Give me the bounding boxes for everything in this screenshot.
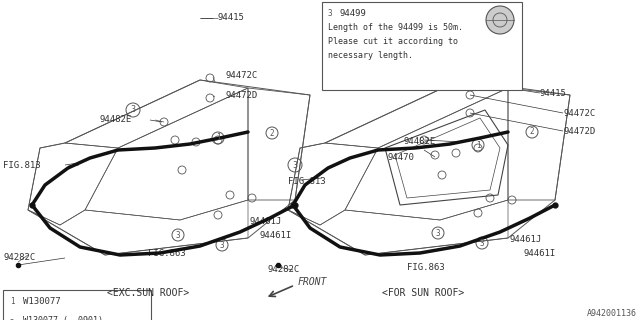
Text: 1: 1 bbox=[476, 140, 480, 149]
Text: 3: 3 bbox=[292, 161, 298, 170]
Text: FIG.813: FIG.813 bbox=[288, 178, 326, 187]
Text: 94415: 94415 bbox=[540, 89, 567, 98]
Bar bbox=[322, 2, 522, 90]
Text: FIG.863: FIG.863 bbox=[148, 249, 186, 258]
Text: W130077 ( -0901): W130077 ( -0901) bbox=[23, 316, 103, 320]
Text: 3: 3 bbox=[176, 230, 180, 239]
Circle shape bbox=[486, 6, 514, 34]
Text: FRONT: FRONT bbox=[298, 277, 328, 287]
Text: FIG.813: FIG.813 bbox=[3, 161, 40, 170]
Text: 94282C: 94282C bbox=[3, 253, 35, 262]
Text: 2: 2 bbox=[10, 318, 14, 320]
Bar bbox=[3, 290, 151, 320]
Text: 94461I: 94461I bbox=[523, 249, 556, 258]
Text: 1: 1 bbox=[10, 297, 14, 306]
Text: 94415: 94415 bbox=[218, 13, 245, 22]
Text: Please cut it according to: Please cut it according to bbox=[328, 37, 458, 46]
Text: W130077: W130077 bbox=[23, 297, 61, 306]
Text: necessary length.: necessary length. bbox=[328, 52, 413, 60]
Text: 2: 2 bbox=[530, 127, 534, 137]
Text: A942001136: A942001136 bbox=[587, 309, 637, 318]
Text: 94472D: 94472D bbox=[563, 126, 595, 135]
Text: 94482E: 94482E bbox=[403, 138, 435, 147]
Text: 94499: 94499 bbox=[340, 10, 367, 19]
Text: 94461J: 94461J bbox=[249, 217, 281, 226]
Text: <FOR SUN ROOF>: <FOR SUN ROOF> bbox=[382, 288, 464, 298]
Text: 3: 3 bbox=[436, 228, 440, 237]
Text: 3: 3 bbox=[131, 106, 136, 115]
Text: <EXC.SUN ROOF>: <EXC.SUN ROOF> bbox=[107, 288, 189, 298]
Text: 94472C: 94472C bbox=[563, 108, 595, 117]
Text: 3: 3 bbox=[220, 241, 224, 250]
Text: 94461I: 94461I bbox=[259, 231, 291, 241]
Text: 94482E: 94482E bbox=[100, 116, 132, 124]
Text: 1: 1 bbox=[216, 133, 220, 142]
Text: 94470: 94470 bbox=[387, 153, 414, 162]
Text: 2: 2 bbox=[269, 129, 275, 138]
Text: 94461J: 94461J bbox=[509, 235, 541, 244]
Text: 94472D: 94472D bbox=[225, 91, 257, 100]
Text: 94282C: 94282C bbox=[268, 266, 300, 275]
Text: 3: 3 bbox=[328, 10, 332, 19]
Text: Length of the 94499 is 50m.: Length of the 94499 is 50m. bbox=[328, 23, 463, 33]
Text: 3: 3 bbox=[480, 238, 484, 247]
Text: 94472C: 94472C bbox=[225, 71, 257, 81]
Text: FIG.863: FIG.863 bbox=[407, 262, 445, 271]
